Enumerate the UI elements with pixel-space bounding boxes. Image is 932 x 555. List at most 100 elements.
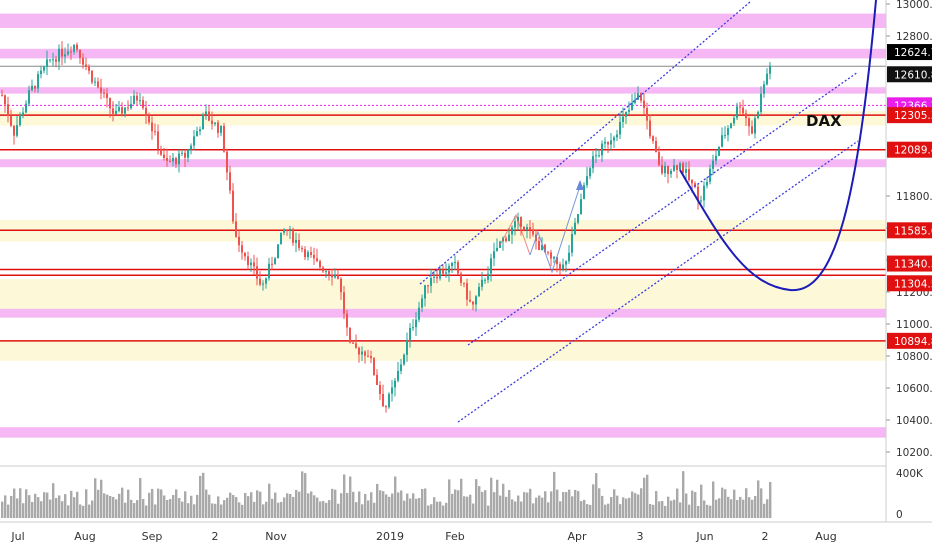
- candle: [421, 294, 423, 313]
- channel-middle-line: [467, 71, 859, 346]
- volume-bar: [94, 478, 97, 518]
- volume-bar: [352, 491, 355, 518]
- candle: [313, 247, 315, 265]
- volume-bar: [679, 502, 682, 518]
- candle: [667, 165, 669, 184]
- volume-bar: [109, 496, 112, 518]
- candle: [658, 146, 660, 167]
- volume-bar: [433, 497, 436, 518]
- volume-bar: [469, 494, 472, 518]
- volume-bar: [67, 505, 70, 518]
- volume-bar: [670, 500, 673, 518]
- volume-bar: [718, 498, 721, 518]
- volume-bar: [274, 492, 277, 518]
- volume-bar: [427, 505, 430, 518]
- candle: [652, 135, 654, 144]
- price-tick-label: 10800.0: [896, 351, 932, 363]
- candle: [268, 257, 270, 281]
- volume-bar: [190, 495, 193, 518]
- candle: [406, 332, 408, 362]
- candle: [172, 153, 174, 167]
- candle: [100, 78, 102, 100]
- volume-bar: [610, 497, 613, 518]
- candle: [58, 44, 60, 71]
- candle: [181, 149, 183, 157]
- volume-bar: [169, 498, 172, 518]
- volume-axis: 400K 0: [896, 468, 924, 521]
- candle: [319, 259, 321, 271]
- volume-bar: [232, 494, 235, 518]
- candle: [292, 227, 294, 246]
- candle: [220, 125, 222, 137]
- candle: [748, 116, 750, 136]
- candle: [232, 183, 234, 224]
- candle: [475, 295, 477, 312]
- volume-bar: [298, 491, 301, 518]
- candle: [64, 47, 66, 64]
- candle: [214, 122, 216, 127]
- resistance-zone-0: [0, 13, 886, 28]
- volume-bar: [568, 489, 571, 518]
- candle: [109, 97, 111, 118]
- volume-bar: [1, 501, 4, 518]
- volume-bar: [316, 497, 319, 518]
- volume-bar: [85, 489, 88, 518]
- candle: [727, 125, 729, 142]
- volume-bar: [532, 503, 535, 518]
- volume-bar: [439, 501, 442, 518]
- volume-bar: [745, 488, 748, 518]
- time-tick-label: Nov: [265, 530, 287, 543]
- volume-tick-label: 400K: [896, 468, 924, 480]
- candle: [163, 147, 165, 161]
- candle: [724, 126, 726, 139]
- candle: [637, 86, 639, 101]
- volume-bar: [142, 498, 145, 518]
- candle: [139, 93, 141, 105]
- candle: [145, 100, 147, 125]
- candle: [523, 226, 525, 232]
- volume-bar: [19, 488, 22, 518]
- candle: [508, 227, 510, 242]
- volume-bar: [133, 503, 136, 518]
- candle: [169, 155, 171, 163]
- volume-bar: [286, 493, 289, 518]
- candle: [289, 225, 291, 239]
- volume-bar: [184, 491, 187, 518]
- volume-bar: [601, 495, 604, 518]
- candle: [205, 104, 207, 120]
- volume-bar: [49, 499, 52, 518]
- resistance-zone-2: [0, 87, 886, 94]
- candle: [553, 255, 555, 264]
- candle: [412, 319, 414, 331]
- candle: [562, 258, 564, 272]
- candle: [274, 257, 276, 265]
- time-tick-label: Feb: [445, 530, 464, 543]
- candle: [142, 96, 144, 111]
- volume-bar: [724, 489, 727, 518]
- volume-bar: [643, 477, 646, 518]
- volume-bar: [631, 491, 634, 518]
- volume-bar: [220, 504, 223, 518]
- price-badge: 11304.5: [887, 275, 932, 292]
- candle: [484, 277, 486, 284]
- time-tick-label: 2019: [376, 530, 404, 543]
- volume-bar: [103, 493, 106, 518]
- volume-bar: [175, 489, 178, 518]
- volume-bar: [394, 476, 397, 518]
- candle: [340, 276, 342, 300]
- candle: [436, 269, 438, 284]
- price-tick-label: 10200.0: [896, 447, 932, 459]
- volume-bar: [292, 496, 295, 518]
- price-badge-label: 11585.6: [894, 225, 932, 237]
- candle: [223, 122, 225, 153]
- price-tick-label: 12800.0: [896, 31, 932, 43]
- candle: [19, 112, 21, 127]
- volume-bar: [400, 490, 403, 518]
- volume-bar: [667, 496, 670, 518]
- volume-bar: [622, 497, 625, 518]
- volume-bar: [760, 488, 763, 518]
- volume-bar: [385, 494, 388, 518]
- candle: [46, 50, 48, 76]
